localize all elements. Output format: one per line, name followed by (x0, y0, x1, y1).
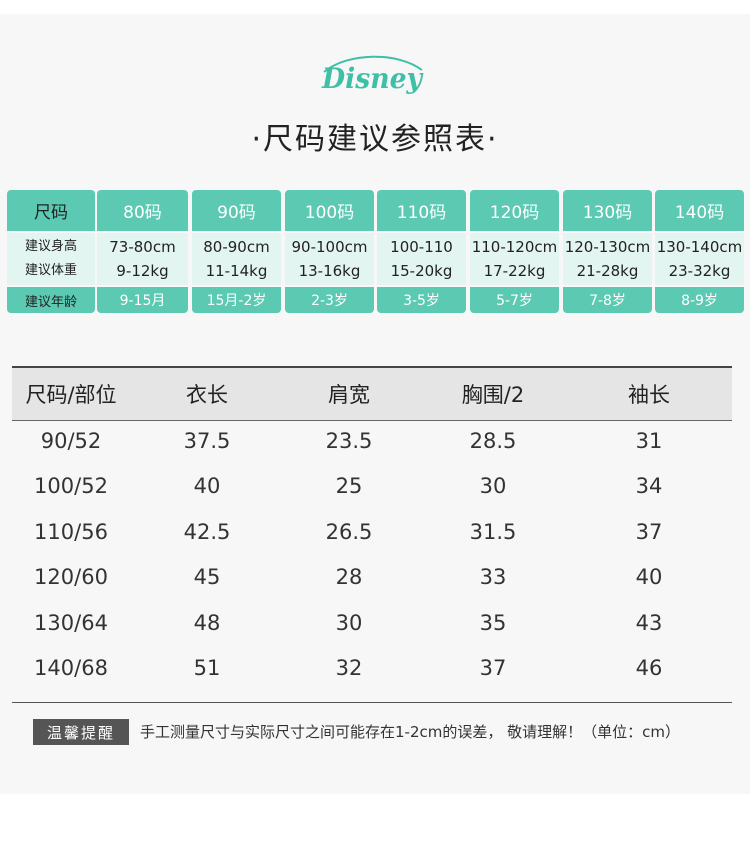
height-weight-cell: 110-120cm 17-22kg (470, 233, 559, 285)
table-cell: 26.5 (325, 519, 373, 544)
table-cell: 40 (635, 565, 663, 589)
grid-size-column: 130码 120-130cm 21-28kg 7-8岁 (563, 190, 652, 313)
age-value: 3-5岁 (377, 287, 466, 313)
table-cell: 30 (335, 610, 363, 635)
size-value: 120码 (470, 190, 559, 231)
size-label: 尺码 (7, 190, 95, 231)
table-row: 140/68 51 32 37 46 (12, 646, 732, 691)
table-cell: 51 (193, 656, 221, 680)
grid-size-column: 120码 110-120cm 17-22kg 5-7岁 (470, 190, 559, 313)
height-value: 100-110 (390, 238, 453, 256)
column-header: 胸围/2 (461, 383, 525, 407)
reminder-badge: 温馨提醒 (33, 719, 129, 745)
size-value: 100码 (285, 190, 374, 231)
height-value: 120-130cm (564, 238, 651, 256)
age-value: 7-8岁 (563, 287, 652, 313)
measurement-table-header: 尺码/部位 衣长 肩宽 胸围/2 袖长 (12, 366, 732, 421)
table-cell: 23.5 (325, 428, 373, 453)
weight-value: 23-32kg (668, 262, 731, 280)
table-cell: 37.5 (183, 428, 231, 453)
height-weight-cell: 建议身高 建议体重 (7, 233, 95, 285)
table-cell: 37 (635, 519, 663, 544)
table-cell: 90/52 (40, 428, 102, 453)
table-cell: 130/64 (34, 610, 108, 635)
height-label: 建议身高 (24, 239, 77, 254)
age-value: 5-7岁 (470, 287, 559, 313)
table-bottom-rule (12, 702, 732, 703)
reminder-text: 手工测量尺寸与实际尺寸之间可能存在1-2cm的误差， 敬请理解！（单位：cm） (140, 723, 680, 741)
size-value: 90码 (192, 190, 281, 231)
size-value: 110码 (377, 190, 466, 231)
table-cell: 100/52 (34, 474, 108, 498)
table-row: 110/56 42.5 26.5 31.5 37 (12, 509, 732, 554)
table-cell: 25 (335, 474, 363, 498)
height-weight-cell: 120-130cm 21-28kg (563, 233, 652, 285)
weight-value: 21-28kg (576, 262, 639, 280)
table-cell: 33 (479, 565, 507, 589)
disney-logo-arc: Disney (321, 55, 424, 95)
table-cell: 37 (479, 656, 507, 680)
height-value: 130-140cm (656, 238, 743, 256)
table-cell: 43 (635, 610, 663, 635)
table-row: 120/60 45 28 33 40 (12, 555, 732, 600)
table-cell: 31 (635, 428, 663, 453)
size-value: 140码 (655, 190, 744, 231)
table-cell: 31.5 (469, 519, 517, 544)
grid-size-column: 90码 80-90cm 11-14kg 15月-2岁 (192, 190, 281, 313)
weight-value: 15-20kg (390, 262, 453, 280)
table-cell: 30 (479, 474, 507, 498)
page-title: ·尺码建议参照表· (251, 122, 499, 157)
weight-label: 建议体重 (24, 263, 77, 278)
height-weight-cell: 80-90cm 11-14kg (192, 233, 281, 285)
grid-label-column: 尺码建议身高建议体重建议年龄 (7, 190, 95, 313)
height-value: 80-90cm (203, 238, 270, 256)
disney-logo: Disney (318, 50, 428, 100)
table-cell: 110/56 (34, 519, 108, 544)
weight-value: 9-12kg (116, 262, 169, 280)
column-header: 衣长 (186, 383, 228, 407)
age-value: 2-3岁 (285, 287, 374, 313)
table-cell: 28 (335, 565, 363, 589)
table-cell: 48 (193, 610, 221, 635)
age-label: 建议年龄 (7, 287, 95, 313)
table-row: 100/52 40 25 30 34 (12, 464, 732, 509)
weight-value: 17-22kg (483, 262, 546, 280)
table-cell: 140/68 (34, 656, 108, 680)
table-cell: 45 (193, 565, 221, 589)
age-value: 8-9岁 (655, 287, 744, 313)
column-header: 尺码/部位 (25, 383, 117, 407)
table-cell: 32 (335, 656, 363, 680)
table-cell: 46 (635, 656, 663, 680)
table-cell: 34 (635, 474, 663, 498)
column-header: 肩宽 (328, 383, 370, 407)
table-row: 130/64 48 30 35 43 (12, 600, 732, 645)
column-header: 袖长 (628, 383, 670, 407)
height-weight-cell: 73-80cm 9-12kg (97, 233, 188, 285)
table-cell: 28.5 (469, 428, 517, 453)
size-value: 80码 (97, 190, 188, 231)
grid-size-column: 110码 100-110 15-20kg 3-5岁 (377, 190, 466, 313)
table-cell: 120/60 (34, 565, 108, 589)
age-value: 15月-2岁 (192, 287, 281, 313)
grid-size-column: 140码 130-140cm 23-32kg 8-9岁 (655, 190, 744, 313)
height-weight-cell: 90-100cm 13-16kg (285, 233, 374, 285)
height-value: 90-100cm (291, 238, 368, 256)
table-cell: 40 (193, 474, 221, 498)
size-value: 130码 (563, 190, 652, 231)
weight-value: 13-16kg (298, 262, 361, 280)
height-weight-cell: 130-140cm 23-32kg (655, 233, 744, 285)
table-row: 90/52 37.5 23.5 28.5 31 (12, 418, 732, 463)
height-value: 73-80cm (109, 238, 176, 256)
svg-text:Disney: Disney (321, 62, 424, 95)
table-cell: 42.5 (183, 519, 231, 544)
grid-size-column: 80码 73-80cm 9-12kg 9-15月 (97, 190, 188, 313)
grid-size-column: 100码 90-100cm 13-16kg 2-3岁 (285, 190, 374, 313)
table-cell: 35 (479, 610, 507, 635)
age-value: 9-15月 (97, 287, 188, 313)
height-weight-cell: 100-110 15-20kg (377, 233, 466, 285)
weight-value: 11-14kg (205, 262, 268, 280)
height-value: 110-120cm (471, 238, 558, 256)
